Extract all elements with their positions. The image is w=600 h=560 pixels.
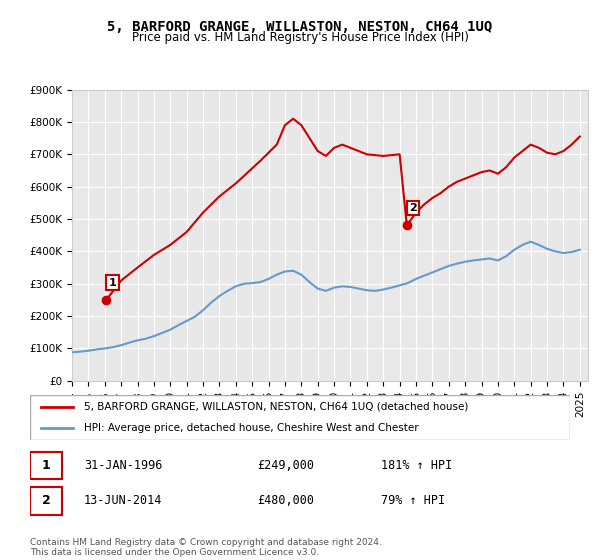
Text: Price paid vs. HM Land Registry's House Price Index (HPI): Price paid vs. HM Land Registry's House … bbox=[131, 31, 469, 44]
Text: 79% ↑ HPI: 79% ↑ HPI bbox=[381, 494, 445, 507]
Text: 2: 2 bbox=[42, 494, 50, 507]
Text: 181% ↑ HPI: 181% ↑ HPI bbox=[381, 459, 452, 472]
Text: 1: 1 bbox=[109, 278, 116, 288]
Text: 2: 2 bbox=[409, 203, 417, 213]
Text: 13-JUN-2014: 13-JUN-2014 bbox=[84, 494, 163, 507]
Text: 5, BARFORD GRANGE, WILLASTON, NESTON, CH64 1UQ: 5, BARFORD GRANGE, WILLASTON, NESTON, CH… bbox=[107, 20, 493, 34]
Text: £249,000: £249,000 bbox=[257, 459, 314, 472]
FancyBboxPatch shape bbox=[30, 395, 570, 440]
FancyBboxPatch shape bbox=[30, 487, 62, 515]
Text: HPI: Average price, detached house, Cheshire West and Chester: HPI: Average price, detached house, Ches… bbox=[84, 422, 419, 432]
Text: 1: 1 bbox=[42, 459, 50, 472]
Text: 31-JAN-1996: 31-JAN-1996 bbox=[84, 459, 163, 472]
Text: Contains HM Land Registry data © Crown copyright and database right 2024.
This d: Contains HM Land Registry data © Crown c… bbox=[30, 538, 382, 557]
Text: 5, BARFORD GRANGE, WILLASTON, NESTON, CH64 1UQ (detached house): 5, BARFORD GRANGE, WILLASTON, NESTON, CH… bbox=[84, 402, 469, 412]
FancyBboxPatch shape bbox=[30, 452, 62, 479]
Text: £480,000: £480,000 bbox=[257, 494, 314, 507]
